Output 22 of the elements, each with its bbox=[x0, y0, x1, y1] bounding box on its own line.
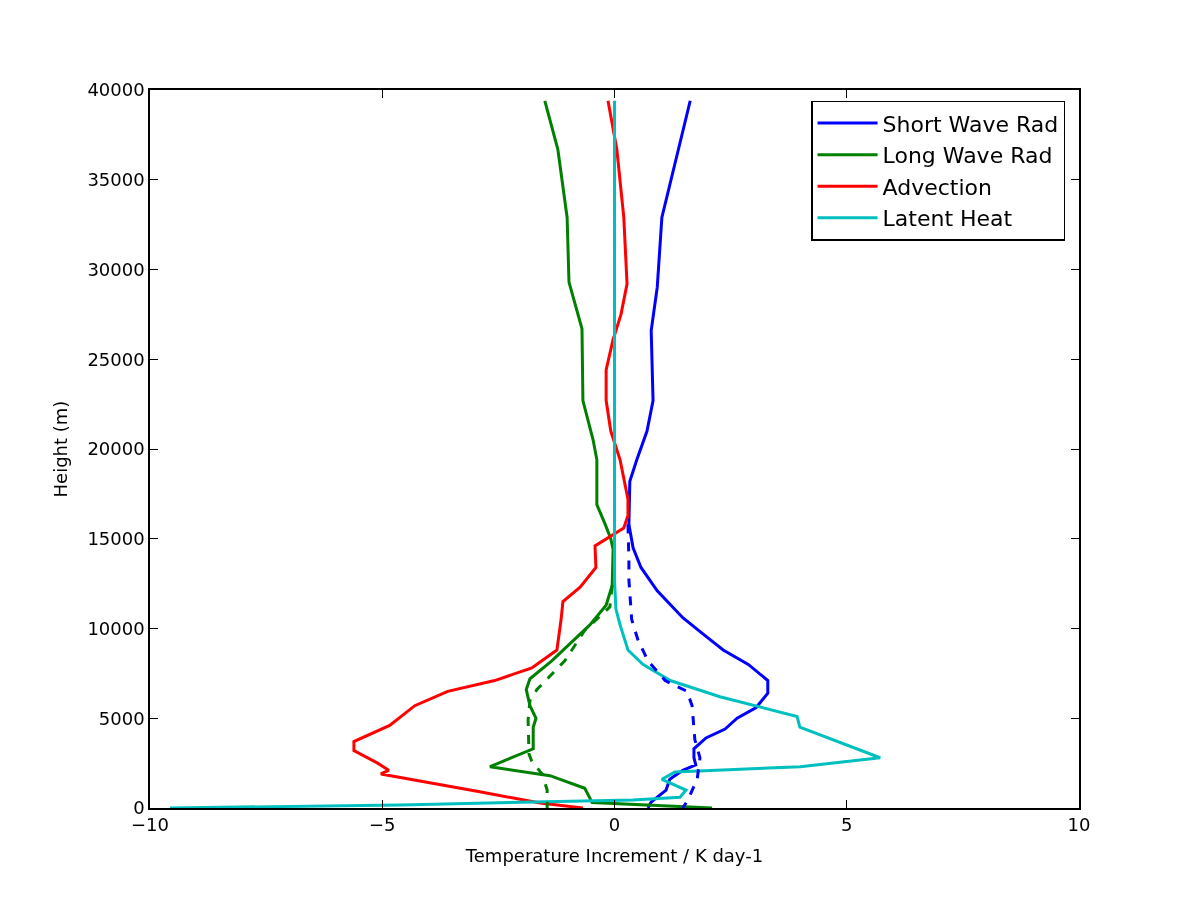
legend-label: Long Wave Rad bbox=[882, 143, 1053, 169]
x-tick-label: 5 bbox=[841, 814, 853, 836]
x-tick-label: 10 bbox=[1067, 814, 1091, 836]
y-tick-label: 10000 bbox=[87, 617, 145, 639]
legend-label: Advection bbox=[882, 174, 992, 200]
x-axis-title: Temperature Increment / K day-1 bbox=[464, 844, 764, 866]
y-tick-label: 15000 bbox=[87, 528, 145, 550]
line-series bbox=[352, 99, 630, 808]
y-axis-title: Height (m) bbox=[50, 400, 72, 498]
x-tick-label: 0 bbox=[608, 814, 621, 836]
y-tick-label: 20000 bbox=[87, 438, 145, 460]
legend-label: Short Wave Rad bbox=[882, 111, 1059, 137]
legend-label: Latent Heat bbox=[882, 206, 1013, 232]
y-tick-label: 40000 bbox=[87, 79, 145, 101]
y-tick-label: 30000 bbox=[87, 258, 145, 280]
line-series bbox=[168, 99, 882, 808]
y-tick-label: 5000 bbox=[98, 707, 145, 729]
x-tick-label: −5 bbox=[368, 814, 396, 836]
line-series bbox=[488, 99, 714, 808]
y-tick-label: 35000 bbox=[87, 169, 145, 191]
line-series bbox=[627, 99, 770, 808]
y-tick-label: 25000 bbox=[87, 348, 145, 370]
